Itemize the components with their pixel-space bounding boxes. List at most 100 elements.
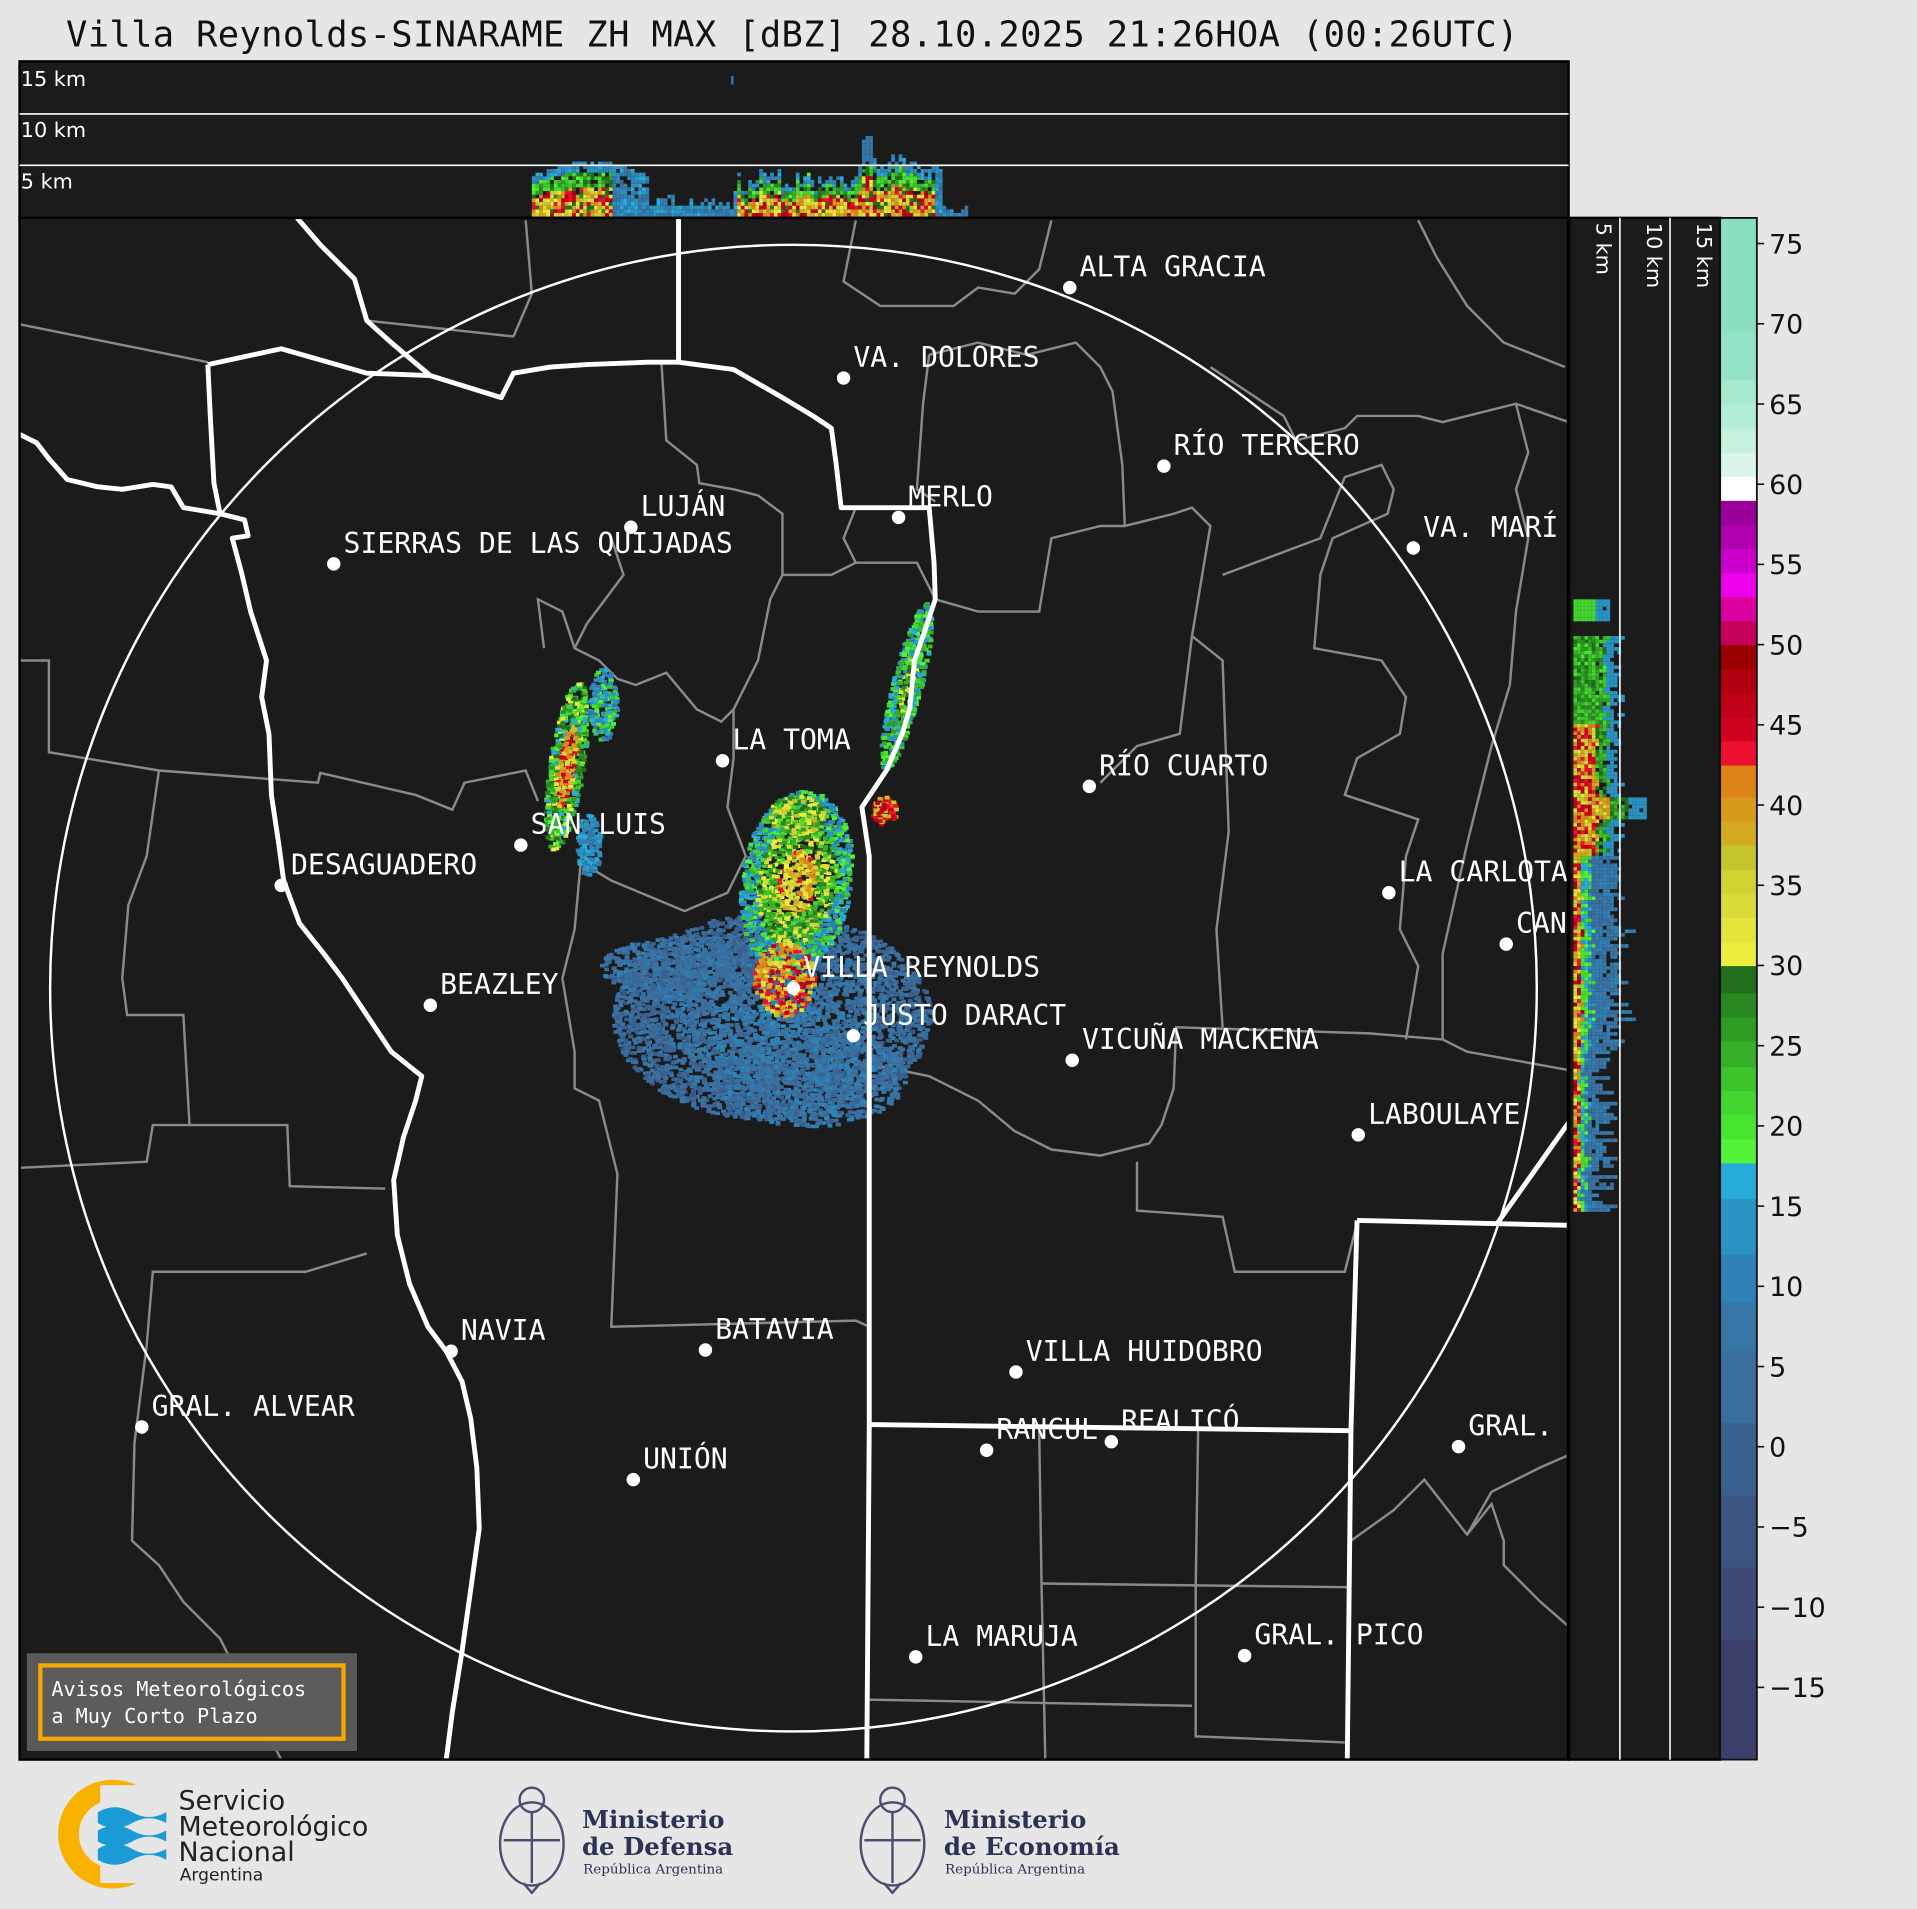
echo-pixel xyxy=(612,165,617,169)
echo-pixel xyxy=(709,924,714,928)
echo-pixel xyxy=(902,971,908,976)
echo-pixel xyxy=(685,213,690,217)
echo-pixel xyxy=(854,191,859,195)
echo-pixel xyxy=(814,205,818,210)
echo-pixel xyxy=(874,1065,879,1070)
echo-pixel xyxy=(683,1003,689,1008)
echo-pixel xyxy=(805,1035,811,1039)
echo-pixel xyxy=(745,927,751,932)
echo-pixel xyxy=(781,194,785,199)
echo-pixel xyxy=(550,187,554,192)
echo-pixel xyxy=(884,978,890,983)
echo-pixel xyxy=(619,205,624,210)
echo-pixel xyxy=(728,1032,734,1037)
echo-pixel xyxy=(747,998,753,1003)
echo-pixel xyxy=(586,172,591,177)
echo-pixel xyxy=(631,1037,637,1042)
echo-pixel xyxy=(869,154,873,158)
echo-pixel xyxy=(645,1071,651,1075)
echo-pixel xyxy=(806,209,811,214)
echo-pixel xyxy=(751,1053,757,1058)
echo-pixel xyxy=(700,213,705,217)
echo-pixel xyxy=(762,176,767,180)
echo-pixel xyxy=(677,969,683,974)
echo-pixel xyxy=(622,991,628,995)
echo-pixel xyxy=(861,183,866,188)
echo-pixel xyxy=(674,957,680,962)
echo-pixel xyxy=(839,198,844,203)
echo-pixel xyxy=(613,1006,619,1011)
echo-pixel xyxy=(539,198,543,203)
echo-pixel xyxy=(820,1015,826,1019)
echo-pixel xyxy=(583,165,587,169)
echo-pixel xyxy=(931,213,936,217)
echo-pixel xyxy=(836,213,840,217)
echo-pixel xyxy=(762,179,767,184)
echo-pixel xyxy=(693,213,697,217)
echo-pixel xyxy=(821,202,826,206)
echo-pixel xyxy=(646,989,652,994)
echo-pixel xyxy=(791,999,797,1004)
echo-pixel xyxy=(630,1028,636,1032)
echo-pixel xyxy=(832,929,838,934)
echo-pixel xyxy=(658,1045,664,1050)
echo-pixel xyxy=(784,202,789,206)
echo-pixel xyxy=(579,194,584,199)
echo-pixel xyxy=(911,971,917,976)
echo-pixel xyxy=(663,213,668,217)
echo-pixel xyxy=(861,194,866,199)
echo-pixel xyxy=(689,1024,695,1029)
echo-pixel xyxy=(583,205,587,210)
echo-pixel xyxy=(716,1017,722,1022)
echo-pixel xyxy=(766,179,771,184)
echo-pixel xyxy=(894,992,900,997)
echo-pixel xyxy=(843,187,848,192)
echo-pixel xyxy=(710,1003,716,1007)
echo-pixel xyxy=(865,146,870,151)
echo-pixel xyxy=(770,198,774,203)
echo-pixel xyxy=(597,205,602,210)
echo-pixel xyxy=(597,161,602,166)
echo-pixel xyxy=(698,951,704,956)
echo-pixel xyxy=(657,1050,663,1055)
echo-pixel xyxy=(681,1027,687,1031)
echo-pixel xyxy=(811,985,817,990)
echo-pixel xyxy=(938,202,943,206)
echo-pixel xyxy=(623,168,628,173)
echo-pixel xyxy=(579,172,584,177)
echo-pixel xyxy=(891,191,895,195)
echo-pixel xyxy=(616,179,620,184)
echo-pixel xyxy=(905,165,910,169)
echo-pixel xyxy=(740,1097,746,1102)
echo-pixel xyxy=(696,979,702,983)
echo-pixel xyxy=(783,1063,789,1068)
echo-pixel xyxy=(648,1031,654,1036)
echo-pixel xyxy=(850,179,855,184)
echo-pixel xyxy=(783,978,789,983)
echo-pixel xyxy=(553,191,558,195)
echo-pixel xyxy=(704,1006,710,1011)
echo-pixel xyxy=(795,1014,801,1019)
echo-pixel xyxy=(824,964,830,969)
echo-pixel xyxy=(858,213,862,217)
echo-pixel xyxy=(561,202,565,206)
echo-pixel xyxy=(879,1023,885,1028)
echo-pixel xyxy=(794,1108,800,1112)
echo-pixel xyxy=(583,176,587,180)
echo-pixel xyxy=(663,198,668,203)
echo-pixel xyxy=(727,917,733,922)
echo-pixel xyxy=(825,194,829,199)
echo-pixel xyxy=(746,990,752,994)
echo-pixel xyxy=(909,172,914,177)
echo-pixel xyxy=(700,202,705,206)
echo-pixel xyxy=(828,1003,834,1008)
echo-pixel xyxy=(824,1027,830,1032)
echo-pixel xyxy=(721,1015,727,1020)
echo-pixel xyxy=(714,1072,719,1077)
echo-pixel xyxy=(630,1004,636,1009)
echo-pixel xyxy=(601,191,606,195)
echo-pixel xyxy=(594,209,598,214)
echo-pixel xyxy=(673,980,679,984)
echo-pixel xyxy=(792,198,796,203)
